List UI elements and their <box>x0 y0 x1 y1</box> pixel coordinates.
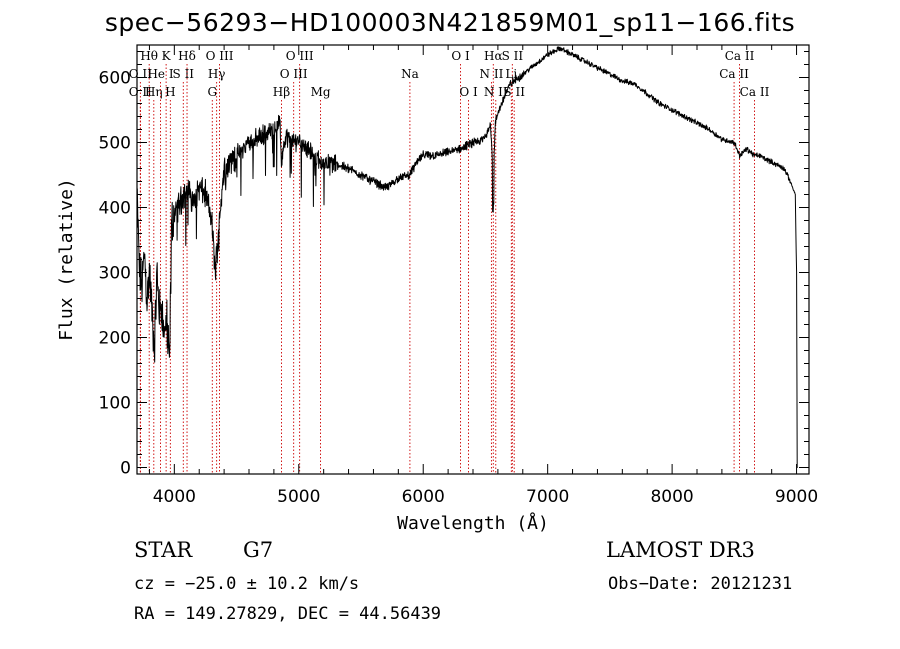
spectral-subclass: G7 <box>243 538 274 562</box>
spectrum-line <box>136 46 798 469</box>
marker-label-21: N II <box>484 85 508 99</box>
marker-label-17: O I <box>451 49 470 63</box>
coordinates-info: RA = 149.27829, DEC = 44.56439 <box>134 604 442 624</box>
y-tick-label-2: 200 <box>99 329 131 349</box>
y-tick-label-4: 400 <box>99 199 131 219</box>
marker-label-16: Na <box>401 67 419 81</box>
marker-label-13: O III <box>286 49 314 63</box>
object-class: STAR <box>134 538 193 562</box>
plot-axes <box>136 44 810 475</box>
marker-label-8: Hδ <box>178 49 196 63</box>
x-tick-label-3: 7000 <box>526 487 569 507</box>
tick-labels: 4000 5000 6000 7000 8000 9000 0 100 200 300 400 500… <box>99 45 818 507</box>
marker-label-20: N II <box>480 67 504 81</box>
marker-label-5: K <box>162 49 172 63</box>
y-tick-label-5: 500 <box>99 134 131 154</box>
x-tick-label-0: 4000 <box>153 487 196 507</box>
marker-label-27: Ca II <box>740 85 770 99</box>
x-axis-label: Wavelength (Å) <box>397 512 549 534</box>
x-tick-label-5: 9000 <box>775 487 818 507</box>
y-tick-label-6: 600 <box>99 69 131 89</box>
marker-label-19: Hα <box>484 49 503 63</box>
marker-label-6: H <box>165 85 175 99</box>
redshift-info: cz = −25.0 ± 10.2 km/s <box>134 574 360 594</box>
marker-label-4: He I <box>147 67 173 81</box>
y-tick-label-1: 100 <box>99 394 131 414</box>
y-tick-label-3: 300 <box>99 264 131 284</box>
survey-name: LAMOST DR3 <box>606 538 755 562</box>
marker-label-3: Hη <box>145 85 163 99</box>
marker-label-12: Hβ <box>273 85 290 99</box>
marker-label-26: Ca II <box>719 67 749 81</box>
marker-label-14: O III <box>280 67 308 81</box>
marker-label-18: O I <box>459 85 478 99</box>
marker-label-22: S II <box>502 49 524 63</box>
x-tick-label-1: 5000 <box>277 487 320 507</box>
y-tick-label-0: 0 <box>120 459 131 479</box>
obs-date: Obs−Date: 20121231 <box>608 574 793 594</box>
marker-label-25: Ca II <box>725 49 755 63</box>
marker-label-15: Mg <box>311 85 331 99</box>
marker-label-9: O III <box>206 49 234 63</box>
marker-label-10: Hγ <box>208 67 226 81</box>
plot-frame <box>136 44 810 475</box>
marker-label-24: S II <box>503 85 525 99</box>
axis-labels: Wavelength (Å) Flux (relative) <box>56 178 549 534</box>
marker-label-2: Hθ <box>140 49 158 63</box>
marker-label-11: G <box>207 85 217 99</box>
y-axis-label: Flux (relative) <box>56 178 77 341</box>
x-tick-label-4: 8000 <box>650 487 693 507</box>
marker-label-1: O II <box>129 85 152 99</box>
marker-label-7: S II <box>173 67 195 81</box>
x-tick-label-2: 6000 <box>402 487 445 507</box>
chart-title: spec−56293−HD100003N421859M01_sp11−166.f… <box>104 8 796 37</box>
marker-label-23: Li <box>505 67 517 81</box>
spectrum-series <box>136 46 798 469</box>
